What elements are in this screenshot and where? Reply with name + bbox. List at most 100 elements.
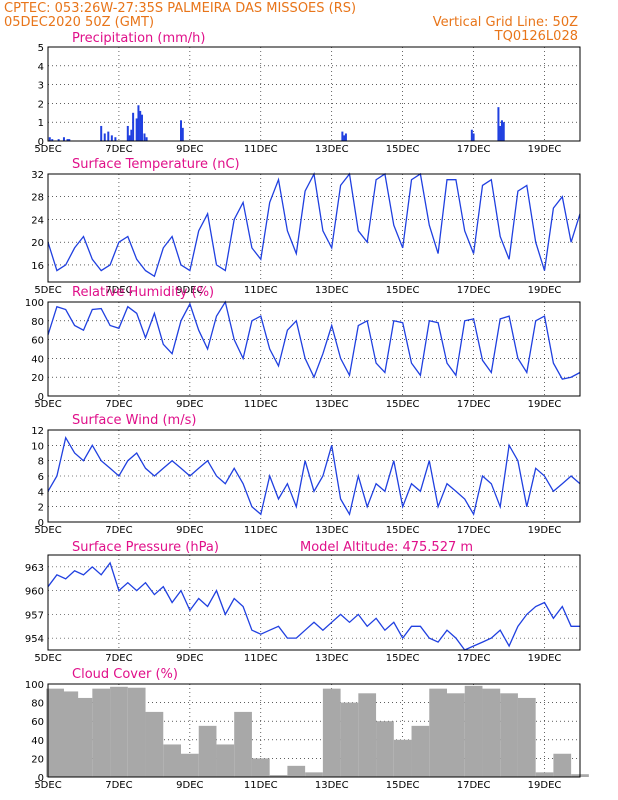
x-tick-label: 15DEC — [386, 525, 420, 536]
temp-series-line — [47, 171, 581, 278]
panel-title: Relative Humidity (%) — [72, 285, 214, 300]
cloud-bar — [181, 753, 199, 777]
x-tick-label: 5DEC — [34, 780, 61, 791]
y-tick-label: 60 — [31, 336, 44, 347]
x-tick-label: 15DEC — [386, 399, 420, 410]
precip-bar — [139, 110, 142, 141]
y-tick-label: 5 — [38, 43, 44, 54]
cloud-bar — [305, 772, 323, 777]
x-tick-label: 7DEC — [105, 285, 132, 296]
precip-bar — [341, 131, 344, 141]
x-tick-label: 17DEC — [457, 780, 491, 791]
cloud-bar — [163, 744, 181, 777]
panel-cloud: 0 20 40 60 80 100 5DEC 7DEC 9DEC 11DEC 13DEC 15DEC 1… — [25, 667, 589, 791]
precip-bar — [344, 133, 347, 141]
precip-bar — [57, 139, 60, 141]
cloud-bar — [46, 688, 64, 777]
y-tick-label: 80 — [31, 699, 44, 710]
x-tick-label: 7DEC — [105, 780, 132, 791]
cloud-bar — [376, 721, 394, 777]
x-tick-label: 11DEC — [244, 144, 278, 155]
precip-bar — [48, 137, 51, 141]
x-tick-label: 19DEC — [528, 399, 562, 410]
y-tick-label: 32 — [31, 170, 44, 181]
cloud-bar — [216, 744, 235, 777]
y-tick-label: 12 — [31, 426, 44, 437]
precip-bar — [502, 122, 505, 141]
panel-frame — [47, 429, 581, 523]
cloud-bar — [411, 725, 430, 777]
precip-bar — [499, 125, 502, 141]
panel-precip: 0 1 2 3 4 5 5DEC 7DEC 9DEC 11DEC 13DEC 15DEC 17DEC 19… — [34, 31, 581, 155]
header-model: TQ0126L028 — [494, 29, 578, 44]
cloud-bar — [447, 693, 465, 777]
x-tick-label: 11DEC — [244, 653, 278, 664]
precip-bar — [181, 127, 184, 141]
cloud-bar — [464, 685, 483, 777]
y-tick-label: 960 — [25, 587, 44, 598]
y-tick-label: 0 — [38, 518, 44, 529]
precip-bar — [132, 112, 135, 141]
precip-bar — [62, 137, 65, 141]
cloud-bar — [269, 775, 288, 777]
x-tick-label: 19DEC — [528, 653, 562, 664]
y-tick-label: 40 — [31, 354, 44, 365]
x-tick-label: 9DEC — [176, 285, 203, 296]
y-tick-label: 80 — [31, 317, 44, 328]
header-grid-line: Vertical Grid Line: 50Z — [433, 15, 578, 30]
y-tick-label: 2 — [38, 503, 44, 514]
y-tick-label: 24 — [31, 215, 44, 226]
cloud-bar — [74, 697, 93, 777]
precip-bar — [140, 114, 143, 141]
y-tick-label: 1 — [38, 118, 44, 129]
y-tick-label: 3 — [38, 81, 44, 92]
panel-wind: 0 2 4 6 8 10 12 5DEC 7DEC 9DEC 11DEC 13DEC 15DEC 17DE… — [31, 413, 581, 536]
panel-frame — [47, 301, 581, 397]
precip-bar — [470, 129, 473, 141]
cloud-bar — [60, 691, 79, 777]
x-tick-label: 13DEC — [315, 399, 349, 410]
precip-bar — [497, 107, 500, 141]
x-tick-label: 7DEC — [105, 144, 132, 155]
panel-rh: 0 20 40 60 80 100 5DEC 7DEC 9DEC 11DEC 13DEC 15DEC 1… — [25, 285, 581, 410]
x-tick-label: 17DEC — [457, 399, 491, 410]
precip-bar — [130, 129, 133, 141]
precip-bar — [100, 125, 103, 141]
cloud-bar — [358, 693, 377, 777]
x-tick-label: 13DEC — [315, 780, 349, 791]
cloud-bar — [110, 686, 128, 777]
precip-bar — [180, 120, 182, 141]
y-tick-label: 8 — [38, 457, 44, 468]
panel-frame — [47, 46, 581, 142]
y-tick-label: 963 — [25, 563, 44, 574]
x-tick-label: 13DEC — [315, 285, 349, 296]
precip-bar — [137, 105, 140, 141]
x-tick-label: 17DEC — [457, 144, 491, 155]
y-tick-label: 954 — [25, 634, 44, 645]
x-tick-label: 19DEC — [528, 525, 562, 536]
precip-bar — [51, 139, 54, 141]
y-tick-label: 4 — [38, 487, 44, 498]
x-tick-label: 19DEC — [528, 780, 562, 791]
cloud-bar — [340, 702, 359, 777]
y-tick-label: 60 — [31, 717, 44, 728]
cloud-bar — [535, 772, 554, 777]
x-tick-label: 7DEC — [105, 399, 132, 410]
precip-bar — [103, 133, 106, 141]
x-tick-label: 5DEC — [34, 144, 61, 155]
cloud-bar — [322, 688, 341, 777]
x-tick-label: 15DEC — [386, 653, 420, 664]
precip-bar — [472, 133, 475, 141]
x-tick-label: 9DEC — [176, 399, 203, 410]
cloud-bar — [127, 687, 146, 777]
panel-title: Surface Pressure (hPa) — [72, 540, 219, 555]
y-tick-label: 957 — [25, 610, 44, 621]
y-tick-label: 4 — [38, 62, 44, 73]
y-tick-label: 20 — [31, 373, 44, 384]
y-tick-label: 28 — [31, 193, 44, 204]
precip-bar — [68, 139, 71, 141]
panel-temp: 16 20 24 28 32 5DEC 7DEC 9DEC 11DEC 13DEC 15DEC 17D… — [31, 157, 581, 296]
precip-bar — [135, 118, 138, 141]
y-tick-label: 20 — [31, 238, 44, 249]
